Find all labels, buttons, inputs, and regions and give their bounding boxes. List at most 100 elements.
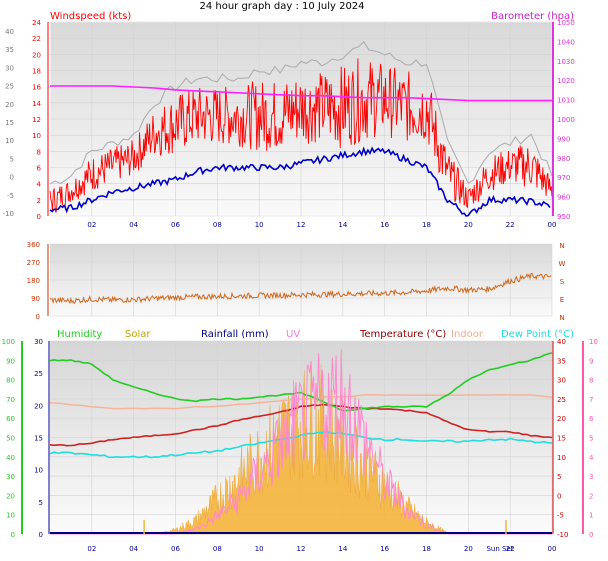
windspeed-outer-tick: -5 bbox=[7, 192, 14, 200]
temperature-legend: Temperature (°C) bbox=[359, 329, 446, 340]
uv-tick: 3 bbox=[589, 473, 593, 481]
humidity-legend: Humidity bbox=[57, 329, 102, 340]
panel1-x-tick: 08 bbox=[213, 221, 222, 229]
panel3-x-tick: 20 bbox=[464, 545, 473, 553]
humidity-tick: 30 bbox=[6, 473, 15, 481]
temperature-tick: 25 bbox=[557, 396, 566, 404]
temperature-line bbox=[49, 403, 553, 447]
direction-degree-tick: 360 bbox=[27, 241, 40, 249]
humidity-tick: 20 bbox=[6, 492, 15, 500]
uv-tick: 7 bbox=[589, 396, 593, 404]
humidity-tick: 90 bbox=[6, 357, 15, 365]
rainfall-tick: 15 bbox=[34, 435, 43, 443]
uv-tick: 4 bbox=[589, 454, 594, 462]
rainfall-tick: 5 bbox=[39, 499, 43, 507]
panel2-series bbox=[49, 272, 552, 305]
windspeed-tick: 8 bbox=[37, 148, 41, 156]
temperature-tick: 35 bbox=[557, 357, 566, 365]
barometer-tick: 1040 bbox=[557, 38, 575, 46]
windspeed-tick: 24 bbox=[32, 19, 41, 27]
barometer-tick: 960 bbox=[557, 194, 570, 202]
barometer-tick: 1020 bbox=[557, 77, 575, 85]
panel3-x-tick: 16 bbox=[380, 545, 389, 553]
uv-legend: UV bbox=[286, 329, 300, 340]
panel1-axis-ticks: 4035302520151050-5-102422201816141210864… bbox=[3, 19, 575, 229]
windspeed-outer-tick: 10 bbox=[5, 137, 14, 145]
uv-tick: 5 bbox=[589, 435, 593, 443]
panel1-x-tick: 06 bbox=[171, 221, 180, 229]
humidity-tick: 0 bbox=[11, 531, 15, 539]
temperature-tick: 10 bbox=[557, 454, 566, 462]
direction-compass-tick: S bbox=[560, 278, 565, 286]
indoor-line bbox=[49, 393, 553, 410]
panel3-x-tick: 02 bbox=[87, 545, 96, 553]
windspeed-tick: 6 bbox=[37, 165, 42, 173]
windspeed-outer-tick: 25 bbox=[5, 83, 14, 91]
windspeed-tick: 12 bbox=[32, 116, 41, 124]
windspeed-tick: 0 bbox=[37, 213, 41, 221]
panel1-x-tick: 10 bbox=[255, 221, 264, 229]
rainfall-tick: 20 bbox=[34, 402, 43, 410]
direction-compass-tick: N bbox=[559, 242, 564, 250]
panel1-x-tick: 12 bbox=[297, 221, 306, 229]
windspeed-tick: 4 bbox=[37, 181, 42, 189]
uv-tick: 6 bbox=[589, 415, 594, 423]
windspeed-tick: 2 bbox=[37, 197, 41, 205]
panel-wind-direction: 360 270 180 90 0 N W S E N bbox=[27, 241, 566, 322]
humidity-tick: 80 bbox=[6, 377, 15, 385]
uv-tick: 9 bbox=[589, 357, 593, 365]
windspeed-outer-tick: 0 bbox=[10, 174, 14, 182]
windspeed-tick: 22 bbox=[32, 35, 41, 43]
temperature-tick: 15 bbox=[557, 435, 566, 443]
dewpoint-line bbox=[49, 430, 553, 459]
wind-average-line bbox=[49, 146, 551, 217]
panel1-x-tick: 14 bbox=[338, 221, 347, 229]
panel3-x-tick: 18 bbox=[422, 545, 431, 553]
humidity-tick: 40 bbox=[6, 454, 15, 462]
panel1-x-tick: 18 bbox=[422, 221, 431, 229]
temperature-tick: 40 bbox=[557, 338, 566, 346]
barometer-tick: 950 bbox=[557, 213, 570, 221]
graph-title: 24 hour graph day : 10 July 2024 bbox=[199, 1, 364, 12]
panel1-x-tick: 02 bbox=[87, 221, 96, 229]
panel3-x-tick: 08 bbox=[213, 545, 222, 553]
rainfall-tick: 25 bbox=[34, 370, 43, 378]
humidity-tick: 50 bbox=[6, 435, 15, 443]
uv-tick: 2 bbox=[589, 492, 593, 500]
windspeed-outer-tick: 40 bbox=[5, 28, 14, 36]
direction-degree-tick: 0 bbox=[36, 313, 40, 321]
panel3-x-tick: 06 bbox=[171, 545, 180, 553]
windspeed-outer-tick: 5 bbox=[10, 155, 14, 163]
uv-tick: 8 bbox=[589, 377, 593, 385]
panel1-x-tick: 04 bbox=[129, 221, 138, 229]
panel3-x-tick: 12 bbox=[297, 545, 306, 553]
solar-legend: Solar bbox=[125, 329, 151, 340]
temperature-tick: 5 bbox=[557, 473, 561, 481]
barometer-tick: 980 bbox=[557, 155, 570, 163]
humidity-tick: 60 bbox=[6, 415, 15, 423]
temperature-tick: -5 bbox=[557, 512, 564, 520]
panel1-x-tick: 22 bbox=[506, 221, 515, 229]
wind-direction-line bbox=[49, 272, 552, 305]
panel1-series bbox=[49, 41, 553, 217]
panel3-x-tick: 14 bbox=[338, 545, 347, 553]
windspeed-tick: 18 bbox=[32, 68, 41, 76]
dewpoint-legend: Dew Point (°C) bbox=[501, 329, 574, 340]
gust-peak-line bbox=[49, 41, 553, 185]
windspeed-line bbox=[49, 58, 553, 213]
rainfall-tick: 30 bbox=[34, 338, 43, 346]
panel3-x-tick: 10 bbox=[255, 545, 264, 553]
rainfall-legend: Rainfall (mm) bbox=[201, 329, 269, 340]
windspeed-outer-tick: 20 bbox=[5, 101, 14, 109]
direction-compass-tick: E bbox=[560, 296, 564, 304]
barometer-tick: 990 bbox=[557, 135, 570, 143]
humidity-tick: 100 bbox=[2, 338, 15, 346]
windspeed-outer-tick: -10 bbox=[3, 210, 14, 218]
panel3-x-tick: 04 bbox=[129, 545, 138, 553]
barometer-axis-label: Barometer (hpa) bbox=[491, 11, 574, 22]
windspeed-tick: 10 bbox=[32, 132, 41, 140]
humidity-tick: 70 bbox=[6, 396, 15, 404]
panel3-x-tick: 22 bbox=[506, 545, 515, 553]
